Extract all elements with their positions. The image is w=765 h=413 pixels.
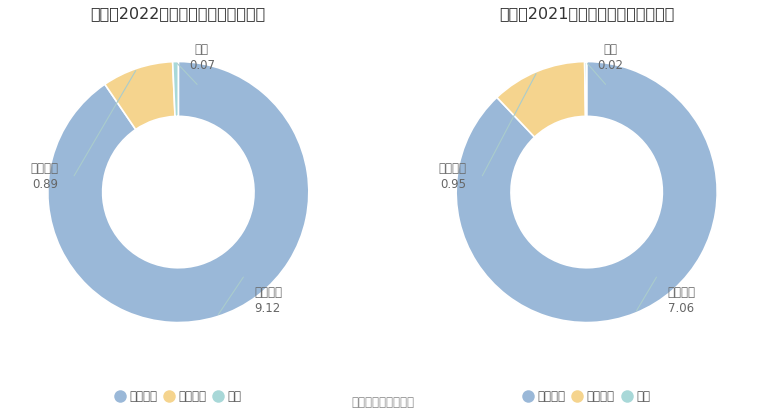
Wedge shape <box>48 62 309 323</box>
Text: 贸易产品
0.95: 贸易产品 0.95 <box>438 162 467 191</box>
Legend: 自产产品, 贸易产品, 其他: 自产产品, 贸易产品, 其他 <box>110 386 246 408</box>
Text: 贸易产品
0.89: 贸易产品 0.89 <box>31 162 58 191</box>
Wedge shape <box>105 62 175 130</box>
Text: 其他
0.02: 其他 0.02 <box>597 43 623 72</box>
Text: 自产产品
7.06: 自产产品 7.06 <box>668 286 695 315</box>
Wedge shape <box>496 62 585 137</box>
Title: 奥锐特2021年营业收入构成（亿元）: 奥锐特2021年营业收入构成（亿元） <box>499 6 675 21</box>
Text: 数据来源：恒生聚源: 数据来源：恒生聚源 <box>351 396 414 409</box>
Wedge shape <box>173 62 178 116</box>
Title: 奥锐特2022年营业收入构成（亿元）: 奥锐特2022年营业收入构成（亿元） <box>91 6 266 21</box>
Text: 其他
0.07: 其他 0.07 <box>189 43 215 72</box>
Wedge shape <box>456 62 717 323</box>
Legend: 自产产品, 贸易产品, 其他: 自产产品, 贸易产品, 其他 <box>519 386 655 408</box>
Wedge shape <box>584 62 587 116</box>
Text: 自产产品
9.12: 自产产品 9.12 <box>254 286 282 315</box>
